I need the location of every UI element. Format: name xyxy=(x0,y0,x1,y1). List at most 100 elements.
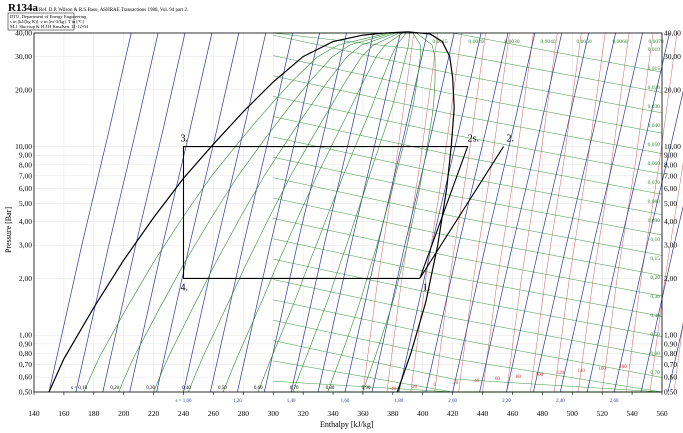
temperature-label: 20 xyxy=(453,381,459,386)
quality-line xyxy=(257,32,407,393)
isentrope-line xyxy=(237,32,320,393)
isentrope-line xyxy=(452,32,536,393)
y-tick-label-right: 0,80 xyxy=(664,349,677,358)
isochore-line xyxy=(273,238,663,317)
quality-label: 0,40 xyxy=(182,386,191,391)
cycle-path xyxy=(182,146,469,279)
isochore-line xyxy=(273,299,663,378)
isotherm-line xyxy=(410,32,462,393)
compression-path xyxy=(419,146,504,279)
y-tick-label-right: 10,00 xyxy=(664,142,681,151)
x-tick-label: 480 xyxy=(537,409,549,418)
temperature-label: 60 xyxy=(495,377,501,382)
refrigeration-cycle: 1. 2s. 2. 3. 4. xyxy=(181,134,514,294)
state-label: 1. xyxy=(423,282,431,293)
chart-reference: Ref. D.P. Wilson & R.S.Basu, ASHRAE Tran… xyxy=(39,8,188,13)
isochore-line xyxy=(273,279,663,358)
isentrope-line xyxy=(317,32,401,393)
y-tick-label: 2,00 xyxy=(19,274,32,283)
isentrope-line xyxy=(344,32,428,393)
y-tick-label: 20,00 xyxy=(15,85,32,94)
temperature-label: 100 xyxy=(536,373,544,378)
isochore-line xyxy=(273,157,663,236)
isentrope-line xyxy=(398,32,482,393)
y-tick-label: 8,00 xyxy=(19,160,32,169)
x-tick-label: 200 xyxy=(118,409,130,418)
quality-line xyxy=(118,32,393,393)
isochore-line xyxy=(273,258,663,338)
isentrope-line xyxy=(613,90,683,393)
y-tick-label-right: 0,90 xyxy=(664,339,677,348)
chart-header: R134a Ref. D.P. Wilson & R.S.Basu, ASHRA… xyxy=(7,2,188,31)
temperature-label: 80 xyxy=(516,375,522,380)
y-tick-label: 3,00 xyxy=(19,241,32,250)
y-tick-label: 6,00 xyxy=(19,184,32,193)
volume-label: 0,0030 xyxy=(504,39,519,45)
volume-label: 0,40 xyxy=(650,313,660,319)
volume-label: 0,0050 xyxy=(576,39,591,45)
y-tick-label-right: 0,70 xyxy=(664,360,677,369)
info-box xyxy=(7,12,75,31)
volume-label: 0,60 xyxy=(650,351,660,357)
axes: 140 160 180 200 220 240 260 280 300 320 340 360 380 4… xyxy=(15,29,681,419)
entropy-label: 1,80 xyxy=(394,399,403,404)
x-tick-label: 340 xyxy=(327,409,339,418)
x-tick-label: 440 xyxy=(477,409,489,418)
isotherm-line xyxy=(554,32,606,393)
quality-label: 0,70 xyxy=(290,386,299,391)
state-label: 2s. xyxy=(468,134,479,145)
volume-label: 0,060 xyxy=(648,161,661,167)
volume-label: 0,30 xyxy=(650,294,660,300)
isotherm-line xyxy=(649,162,683,393)
x-axis-title: Enthalpy [kJ/kg] xyxy=(320,420,374,429)
quality-label: x = 0,10 xyxy=(71,386,88,391)
volume-label: 0,010 xyxy=(648,47,661,53)
isentrope-line xyxy=(640,205,683,393)
quality-line xyxy=(327,32,421,393)
isentrope-line xyxy=(559,32,643,393)
temperature-label: 160 xyxy=(598,367,606,372)
quality-label: 0,90 xyxy=(362,386,371,391)
saturated-liquid-line xyxy=(48,31,408,393)
x-tick-label: 320 xyxy=(298,409,310,418)
volume-label: 0,015 xyxy=(648,66,661,72)
isentrope-line xyxy=(210,32,294,393)
state-label: 4. xyxy=(181,282,189,293)
x-tick-label: 360 xyxy=(357,409,369,418)
y-tick-label-right: 7,00 xyxy=(664,171,677,180)
y-tick-label-right: 4,00 xyxy=(664,217,677,226)
isotherm-line xyxy=(530,32,582,393)
x-tick-label: 400 xyxy=(417,409,429,418)
y-tick-label-right: 20,00 xyxy=(664,85,681,94)
quality-label: 0,60 xyxy=(254,386,263,391)
y-tick-label: 10,00 xyxy=(15,142,32,151)
y-tick-label: 40,00 xyxy=(15,29,32,38)
temperature-label: 0 xyxy=(433,383,436,388)
x-tick-label: 140 xyxy=(28,409,40,418)
y-tick-label: 30,00 xyxy=(15,52,32,61)
y-tick-label: 0,50 xyxy=(19,388,32,397)
quality-line xyxy=(188,32,400,393)
volume-label: 0,070 xyxy=(648,180,661,186)
isotherm-line xyxy=(506,32,558,393)
volume-label: 0,040 xyxy=(648,123,661,129)
quality-label: 0,80 xyxy=(326,386,335,391)
temperature-label: 180 xyxy=(619,365,627,370)
x-tick-label: 280 xyxy=(238,409,250,418)
x-tick-label: 380 xyxy=(387,409,399,418)
isotherm-line xyxy=(625,32,678,393)
isotherm-line xyxy=(386,32,438,393)
quality-line xyxy=(362,32,436,393)
isochore-line xyxy=(273,319,663,393)
quality-label: 0,20 xyxy=(110,386,119,391)
quality-label: 0,30 xyxy=(146,386,155,391)
y-tick-label-right: 8,00 xyxy=(664,160,677,169)
isochore-line xyxy=(273,75,663,154)
isentrope-line xyxy=(586,32,670,393)
y-tick-label-right: 0,50 xyxy=(664,388,677,397)
volume-label: 0,0040 xyxy=(540,39,555,45)
isoline-labels: x = 0,10 0,20 0,30 0,40 0,50 0,60 0,70 0,80 0,90… xyxy=(71,39,664,404)
volume-label: 0,20 xyxy=(650,275,660,281)
y-tick-label: 0,70 xyxy=(19,360,32,369)
